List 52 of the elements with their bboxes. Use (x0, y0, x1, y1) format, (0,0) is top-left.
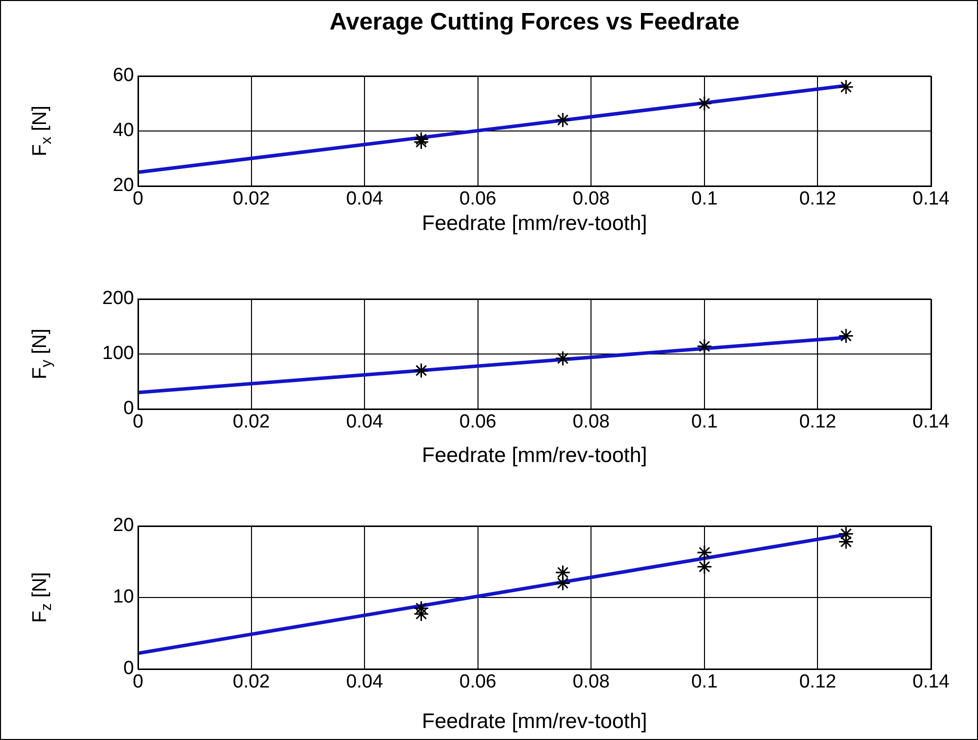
x-tick-label: 0.02 (232, 188, 270, 210)
point (555, 350, 571, 366)
y-tick-label: 40 (112, 120, 134, 142)
point (696, 96, 712, 112)
point (413, 132, 429, 147)
y-tick-label: 20 (112, 515, 134, 536)
x-tick-label: 0.14 (912, 672, 950, 693)
x-tick-label: 0.08 (572, 412, 610, 433)
y-tick-label: 60 (112, 65, 134, 86)
x-tick-label: 0.04 (346, 412, 384, 433)
y-tick-label: 0 (123, 658, 134, 680)
point (696, 338, 712, 354)
y-tick-label: 10 (112, 586, 134, 608)
point (838, 534, 854, 550)
x-tick-label: 0.06 (459, 672, 496, 693)
point (555, 575, 571, 591)
point (838, 79, 854, 95)
x-tick-label: 0.02 (232, 412, 270, 433)
x-tick-label: 0.1 (691, 412, 718, 433)
chart-title: Average Cutting Forces vs Feedrate (330, 8, 740, 36)
y-tick-label: 0 (123, 398, 134, 420)
x-tick-label: 0.02 (232, 672, 270, 693)
point (413, 134, 429, 150)
y-axis-title: Fx [N] (29, 106, 55, 156)
x-tick-label: 0.1 (691, 188, 718, 210)
x-tick-label: 0.06 (459, 188, 496, 210)
x-tick-label: 0.08 (572, 188, 610, 210)
point (838, 526, 854, 542)
x-tick-label: 0.12 (799, 188, 836, 210)
y-axis-title: Fz [N] (29, 572, 55, 623)
x-axis-title: Feedrate [mm/rev-tooth] (422, 212, 648, 236)
x-tick-label: 0.06 (459, 412, 496, 433)
x-tick-label: 0.08 (572, 672, 610, 693)
x-tick-label: 0.04 (346, 188, 384, 210)
point (838, 328, 854, 344)
point (555, 112, 571, 128)
y-axis-title: Fy [N] (29, 328, 55, 380)
point (696, 544, 712, 560)
point (696, 559, 712, 575)
y-tick-label: 200 (102, 288, 134, 310)
y-tick-label: 100 (102, 343, 134, 364)
x-tick-label: 0.14 (912, 188, 950, 210)
x-tick-label: 0.14 (912, 412, 950, 433)
point (555, 564, 571, 580)
x-tick-label: 0.12 (799, 672, 836, 693)
x-tick-label: 0.12 (799, 412, 836, 433)
x-axis-title: Feedrate [mm/rev-tooth] (422, 710, 648, 734)
point (413, 362, 429, 378)
x-tick-label: 0.04 (346, 672, 384, 693)
y-tick-label: 20 (112, 175, 134, 196)
x-axis-title: Feedrate [mm/rev-tooth] (422, 444, 648, 468)
x-tick-label: 0.1 (691, 672, 718, 693)
